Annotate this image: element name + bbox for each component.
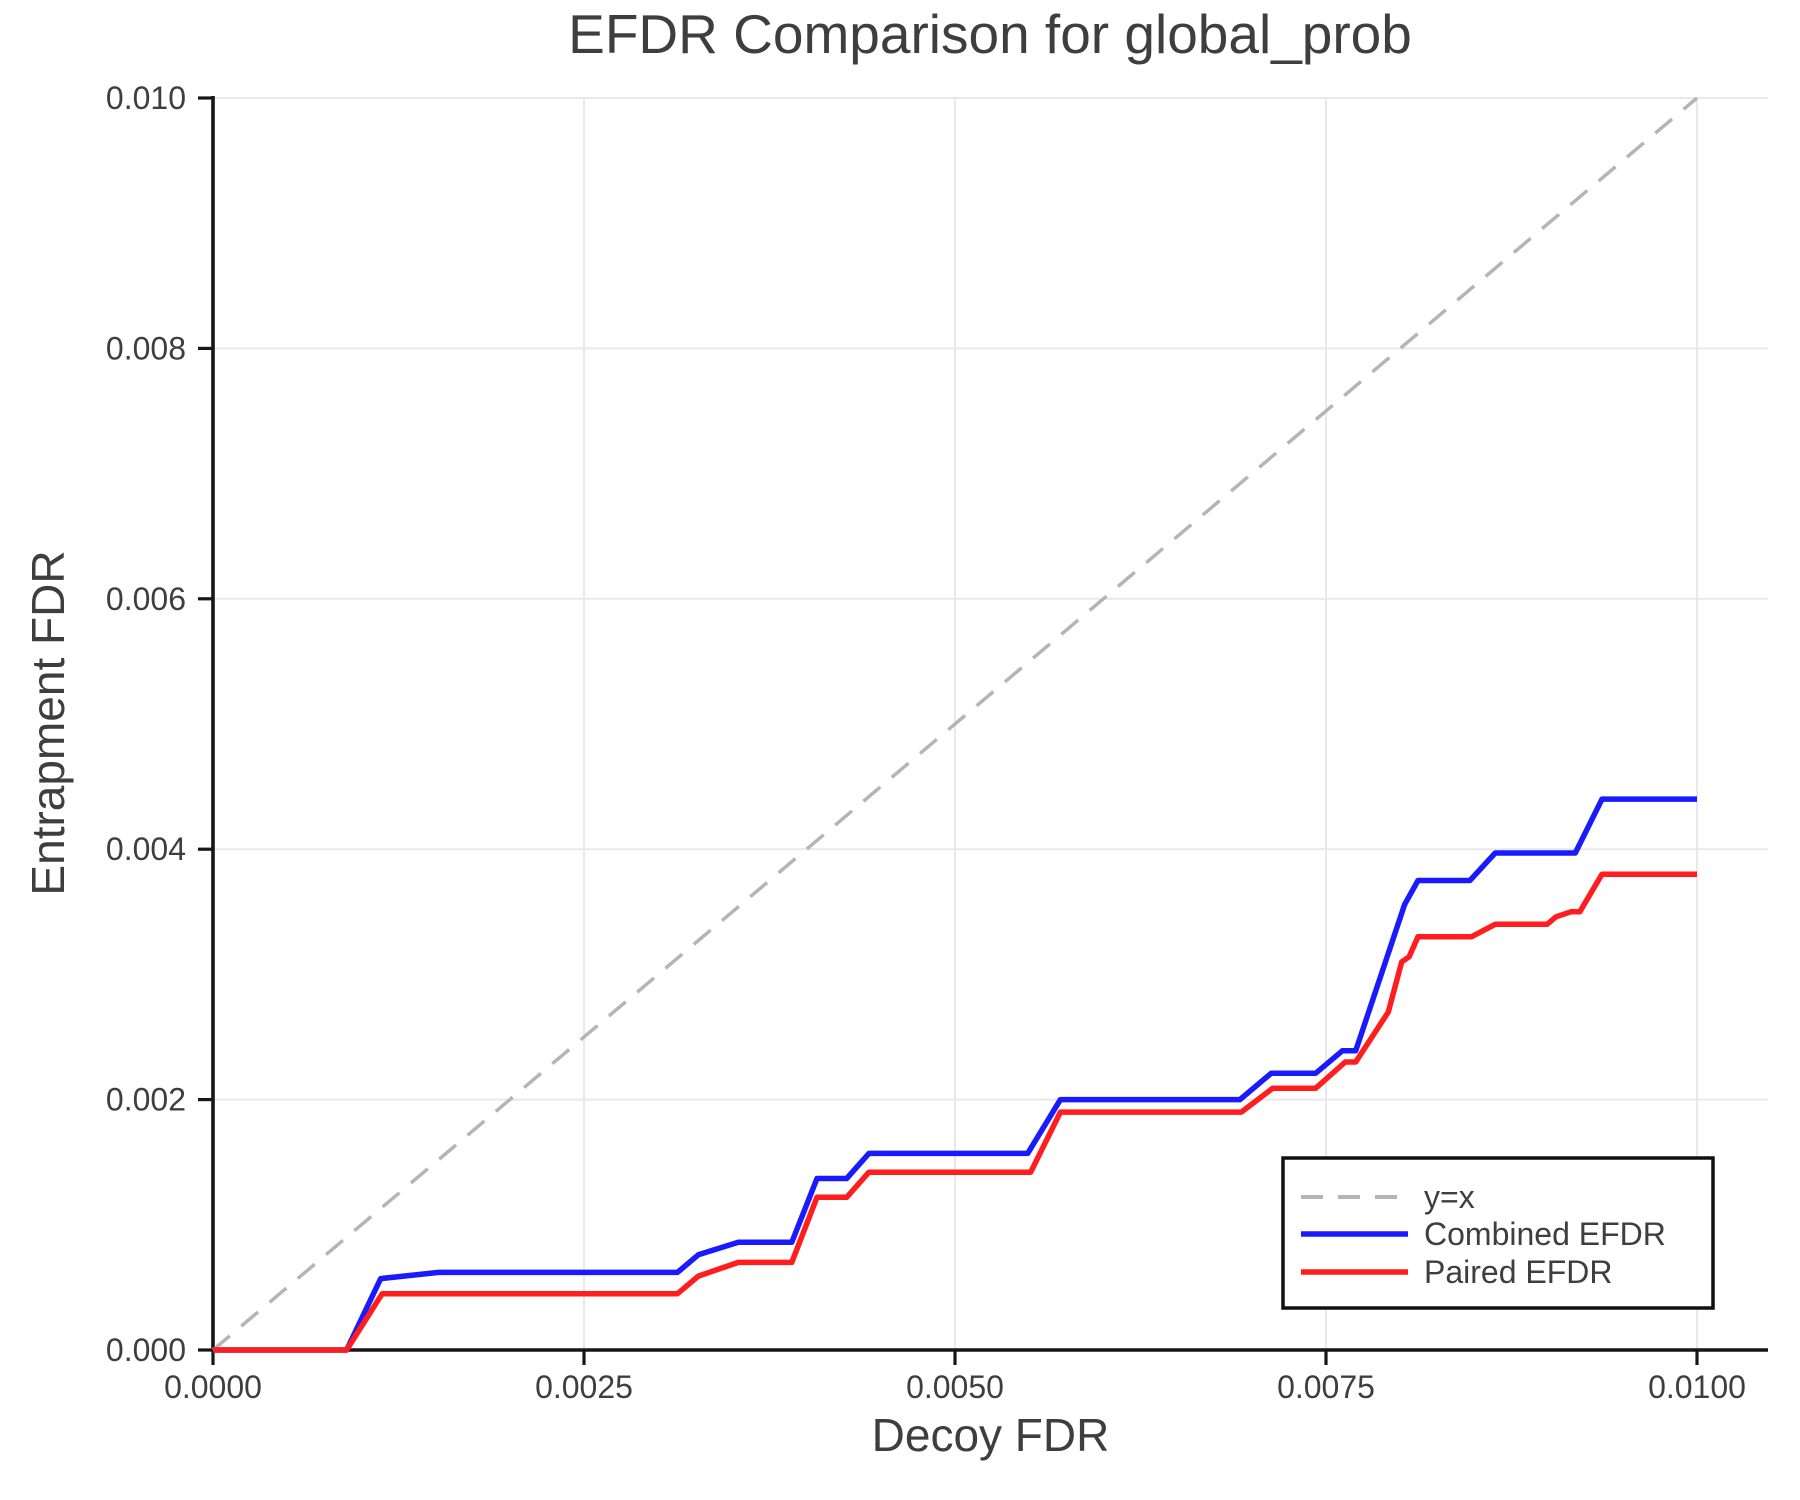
x-tick-label: 0.0050 bbox=[906, 1369, 1004, 1405]
legend-label: Paired EFDR bbox=[1424, 1254, 1613, 1290]
x-tick-label: 0.0100 bbox=[1648, 1369, 1746, 1405]
x-tick-label: 0.0025 bbox=[535, 1369, 633, 1405]
identity-line bbox=[211, 96, 1699, 1352]
combined-efdr-line bbox=[213, 796, 1697, 1353]
y-tick-label: 0.002 bbox=[106, 1082, 186, 1118]
y-axis-label: Entrapment FDR bbox=[22, 550, 74, 896]
chart-title: EFDR Comparison for global_prob bbox=[568, 3, 1412, 65]
y-tick-label: 0.000 bbox=[106, 1332, 186, 1368]
x-axis-label: Decoy FDR bbox=[871, 1409, 1110, 1461]
legend-label: y=x bbox=[1424, 1179, 1475, 1215]
x-tick-label: 0.0000 bbox=[164, 1369, 262, 1405]
y-tick-label: 0.008 bbox=[106, 330, 186, 366]
x-tick-label: 0.0075 bbox=[1277, 1369, 1375, 1405]
legend-label: Combined EFDR bbox=[1424, 1216, 1666, 1252]
y-tick-label: 0.010 bbox=[106, 80, 186, 116]
paired-efdr-line bbox=[213, 871, 1697, 1353]
y-tick-label: 0.006 bbox=[106, 581, 186, 617]
y-tick-label: 0.004 bbox=[106, 831, 186, 867]
